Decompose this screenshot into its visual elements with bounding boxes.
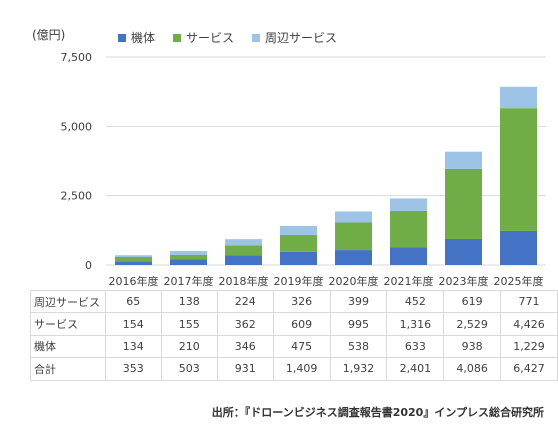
- x-tick-label: 2020年度: [329, 274, 379, 288]
- x-tick-label: 2016年度: [109, 274, 159, 288]
- legend-swatch-peripheral: [252, 33, 261, 42]
- table-cell: 2,529: [443, 312, 502, 336]
- legend: 機体 サービス 周辺サービス: [118, 29, 337, 46]
- table-cell: 931: [216, 357, 274, 381]
- table-cell: 224: [216, 289, 274, 314]
- table-cell: 155: [160, 312, 218, 336]
- x-tick-label: 2021年度: [384, 274, 434, 288]
- bar-segment: [335, 211, 372, 223]
- row-label: 合計: [30, 357, 106, 381]
- legend-swatch-body: [118, 33, 126, 42]
- table-cell: 4,426: [500, 312, 558, 336]
- table-cell: 619: [443, 289, 502, 314]
- bar-segment: [390, 247, 427, 265]
- bar-segment: [115, 255, 152, 258]
- bar-segment: [390, 210, 427, 248]
- table-cell: 609: [272, 312, 331, 336]
- table-cell: 1,229: [500, 334, 558, 359]
- legend-item-service: サービス: [173, 29, 234, 46]
- y-tick-label: 5,000: [61, 120, 93, 133]
- bar-segment: [225, 255, 262, 265]
- source-note: 出所：『ドローンビジネス調査報告書2020』インプレス総合研究所: [211, 406, 544, 419]
- bar-segment: [500, 86, 537, 109]
- x-tick-label: 2023年度: [439, 274, 489, 288]
- unit-label: (億円): [32, 28, 66, 42]
- legend-label-service: サービス: [186, 31, 235, 45]
- table-cell: 326: [272, 289, 331, 314]
- table-cell: 6,427: [500, 357, 558, 381]
- table-cell: 353: [104, 357, 162, 381]
- bar-segment: [445, 168, 482, 239]
- x-tick-label: 2018年度: [219, 274, 269, 288]
- table-cell: 538: [329, 334, 388, 359]
- bar-segment: [280, 251, 317, 265]
- table-cell: 138: [160, 289, 218, 314]
- bar-segment: [115, 257, 152, 262]
- table-cell: 210: [160, 334, 218, 359]
- bar-segment: [500, 108, 537, 231]
- legend-item-peripheral: 周辺サービス: [252, 29, 337, 46]
- table-row: 機体 134 210 346 475 538 633 938 1,229: [30, 334, 558, 359]
- bar-segment: [390, 198, 427, 211]
- table-cell: 399: [329, 289, 388, 314]
- table-cell: 4,086: [443, 357, 502, 381]
- table-cell: 1,409: [272, 357, 331, 381]
- row-label: 周辺サービス: [30, 289, 106, 314]
- table-cell: 633: [386, 334, 445, 359]
- table-cell: 346: [216, 334, 274, 359]
- table-cell: 1,932: [329, 357, 388, 381]
- legend-label-body: 機体: [131, 31, 156, 45]
- table-cell: 452: [386, 289, 445, 314]
- table-cell: 475: [272, 334, 331, 359]
- x-tick-label: 2017年度: [164, 274, 214, 288]
- table-row: 合計 353 503 931 1,409 1,932 2,401 4,086 6…: [30, 357, 558, 381]
- bar-segment: [445, 151, 482, 169]
- table-cell: 362: [216, 312, 274, 336]
- data-table: 周辺サービス 65 138 224 326 399 452 619 771 サー…: [30, 289, 558, 381]
- y-tick-label: 0: [85, 259, 92, 272]
- x-tick-label: 2025年度: [494, 274, 544, 288]
- bar-segment: [280, 225, 317, 235]
- row-label: 機体: [30, 334, 106, 359]
- bar-segment: [115, 261, 152, 265]
- bar-segment: [170, 259, 207, 265]
- bar-segment: [335, 222, 372, 251]
- x-tick-label: 2019年度: [274, 274, 324, 288]
- bar-chart: 0 2,500 5,000 7,500 2016年度 2017年度 2018年度 2019年度…: [61, 51, 546, 288]
- table-cell: 65: [104, 289, 162, 314]
- bar-segment: [280, 234, 317, 252]
- table-row: サービス 154 155 362 609 995 1,316 2,529 4,4…: [30, 312, 558, 336]
- bar-segment: [225, 245, 262, 256]
- table-cell: 134: [104, 334, 162, 359]
- bar-segment: [170, 254, 207, 260]
- row-label: サービス: [30, 312, 106, 336]
- table-cell: 154: [104, 312, 162, 336]
- legend-swatch-service: [173, 33, 182, 42]
- table-cell: 995: [329, 312, 388, 336]
- legend-label-peripheral: 周辺サービス: [265, 31, 338, 45]
- table-cell: 1,316: [386, 312, 445, 336]
- table-row: 周辺サービス 65 138 224 326 399 452 619 771: [30, 289, 558, 314]
- y-tick-label: 2,500: [61, 190, 93, 203]
- table-cell: 2,401: [386, 357, 445, 381]
- bar-segment: [225, 239, 262, 246]
- bar-segment: [335, 250, 372, 265]
- y-tick-label: 7,500: [61, 51, 93, 64]
- table-cell: 771: [500, 289, 558, 314]
- bar-segment: [500, 230, 537, 265]
- bar-segment: [170, 251, 207, 255]
- bar-segment: [445, 238, 482, 265]
- table-cell: 503: [160, 357, 218, 381]
- legend-item-body: 機体: [118, 29, 155, 46]
- table-cell: 938: [443, 334, 502, 359]
